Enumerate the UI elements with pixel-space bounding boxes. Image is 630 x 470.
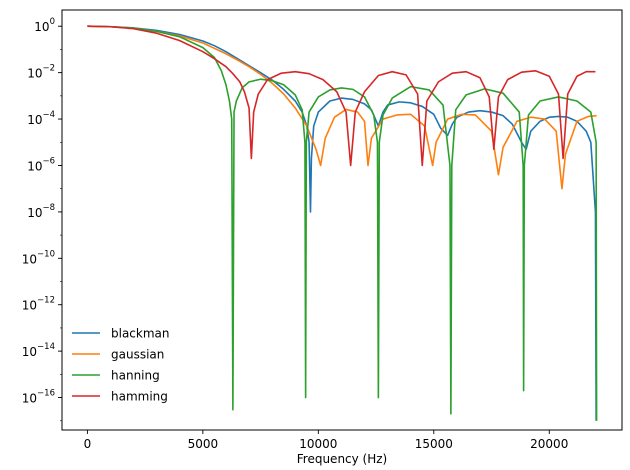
- legend-label-gaussian: gaussian: [111, 348, 164, 362]
- x-tick-label: 20000: [530, 437, 568, 451]
- legend-label-hanning: hanning: [111, 369, 160, 383]
- y-tick-label: 100: [34, 17, 55, 34]
- y-tick-label: 10−12: [22, 296, 55, 313]
- x-tick-label: 5000: [188, 437, 219, 451]
- x-tick-label: 10000: [299, 437, 337, 451]
- series-layer: [87, 25, 598, 421]
- series-line-hamming: [87, 25, 596, 167]
- series-line-blackman: [87, 25, 597, 421]
- x-tick-label: 0: [84, 437, 92, 451]
- x-axis-label: Frequency (Hz): [297, 452, 388, 466]
- series-line-hanning: [87, 25, 598, 421]
- legend-label-blackman: blackman: [111, 327, 170, 341]
- legend-label-hamming: hamming: [111, 390, 168, 404]
- y-tick-label: 10−6: [27, 156, 55, 173]
- y-tick-label: 10−2: [27, 64, 55, 81]
- x-tick-label: 15000: [415, 437, 453, 451]
- y-tick-label: 10−14: [22, 342, 55, 359]
- x-axis: 0 5000 10000 15000 20000: [84, 430, 568, 451]
- y-tick-label: 10−10: [22, 249, 55, 266]
- y-tick-label: 10−4: [27, 110, 55, 127]
- plot-area: [62, 10, 622, 430]
- y-tick-label: 10−8: [27, 203, 55, 220]
- axes-frame: [61, 9, 623, 431]
- legend: blackman gaussian hanning hamming: [72, 327, 170, 404]
- y-axis: 100 10−2 10−4 10−6 10−8 10−10 10−12 10−14 10−16: [22, 17, 62, 422]
- y-tick-label: 10−16: [22, 389, 55, 406]
